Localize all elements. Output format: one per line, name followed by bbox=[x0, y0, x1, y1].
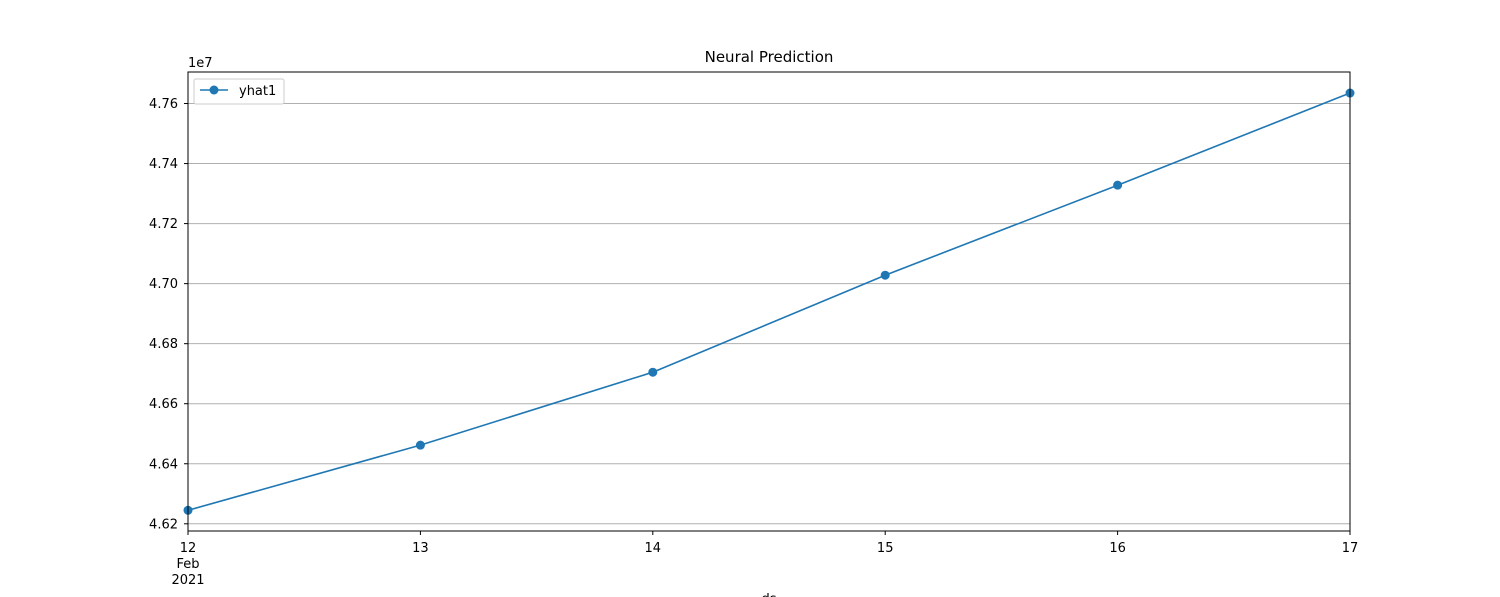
chart-title: Neural Prediction bbox=[705, 48, 834, 66]
y-tick-label: 4.70 bbox=[149, 277, 178, 292]
y-grid bbox=[188, 103, 1350, 525]
legend-label: yhat1 bbox=[239, 84, 276, 99]
x-axis-label: ds bbox=[761, 592, 776, 597]
x-tick-year-label: 2021 bbox=[171, 573, 204, 588]
series-layer bbox=[183, 88, 1355, 515]
y-tick-label: 4.62 bbox=[149, 517, 178, 532]
legend: yhat1 bbox=[193, 78, 285, 105]
plot-frame bbox=[187, 71, 1351, 532]
x-tick-label: 12 bbox=[180, 541, 197, 556]
x-tick-label: 17 bbox=[1342, 541, 1359, 556]
legend-point-marker bbox=[209, 85, 219, 95]
series-line-yhat1 bbox=[187, 92, 1351, 512]
y-tick-label: 4.68 bbox=[149, 337, 178, 352]
x-tick-label: 16 bbox=[1109, 541, 1126, 556]
legend-box bbox=[193, 78, 285, 105]
y-tick-label: 4.66 bbox=[149, 397, 178, 412]
x-tick-label: 13 bbox=[412, 541, 429, 556]
y-tick-label: 4.74 bbox=[149, 157, 178, 172]
x-tick-label: 14 bbox=[645, 541, 662, 556]
data-point bbox=[415, 440, 425, 450]
data-point bbox=[648, 367, 658, 377]
data-point bbox=[880, 270, 890, 280]
axes: 4.62 4.64 4.66 4.68 4.70 4.72 4.74 4.76 12Feb202… bbox=[149, 97, 1358, 588]
y-tick-label: 4.64 bbox=[149, 457, 178, 472]
y-offset-label: 1e7 bbox=[188, 56, 213, 71]
y-tick-label: 4.72 bbox=[149, 217, 178, 232]
x-tick-label: 15 bbox=[877, 541, 894, 556]
x-tick-month-label: Feb bbox=[176, 557, 199, 572]
y-tick-label: 4.76 bbox=[149, 97, 178, 112]
data-point bbox=[1113, 180, 1123, 190]
